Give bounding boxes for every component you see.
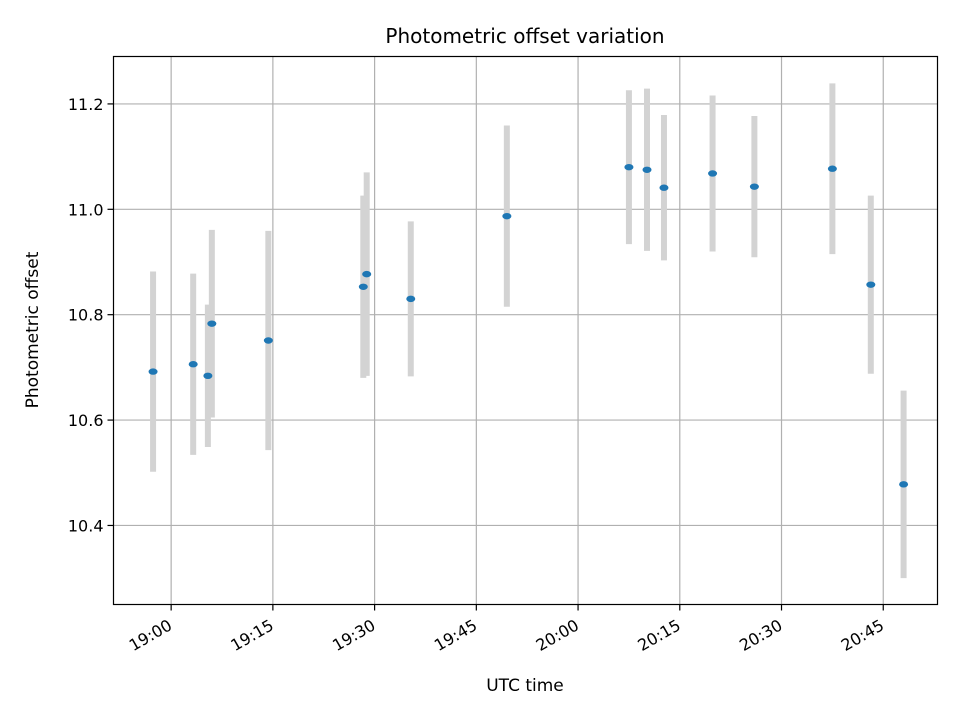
y-tick-label: 10.6 [68, 411, 104, 430]
data-point [642, 166, 652, 173]
data-point [406, 295, 416, 303]
data-point [358, 283, 368, 290]
y-tick-label: 10.4 [68, 516, 104, 535]
y-axis-title: Photometric offset [23, 251, 43, 408]
data-point [362, 270, 372, 278]
data-point [659, 184, 669, 191]
y-tick-label: 10.8 [68, 306, 104, 325]
data-point [624, 163, 634, 171]
data-point [708, 170, 718, 177]
plot-frame [112, 55, 939, 606]
chart-title: Photometric offset variation [385, 24, 664, 48]
data-point [866, 281, 876, 288]
data-point [502, 212, 512, 220]
x-axis-title: UTC time [486, 676, 564, 696]
data-point [899, 481, 909, 488]
y-axis-ticks: 10.4 10.6 10.8 11.0 11.2 [68, 95, 114, 535]
data-point [148, 368, 158, 375]
data-point [207, 320, 217, 327]
y-tick-label: 11.2 [68, 95, 104, 114]
data-point [749, 183, 759, 190]
y-tick-label: 11.0 [68, 200, 104, 219]
data-point [188, 361, 198, 368]
data-point [827, 165, 837, 172]
data-point [263, 337, 273, 344]
data-point [203, 372, 213, 380]
data-points [148, 163, 909, 488]
grid [113, 56, 938, 605]
